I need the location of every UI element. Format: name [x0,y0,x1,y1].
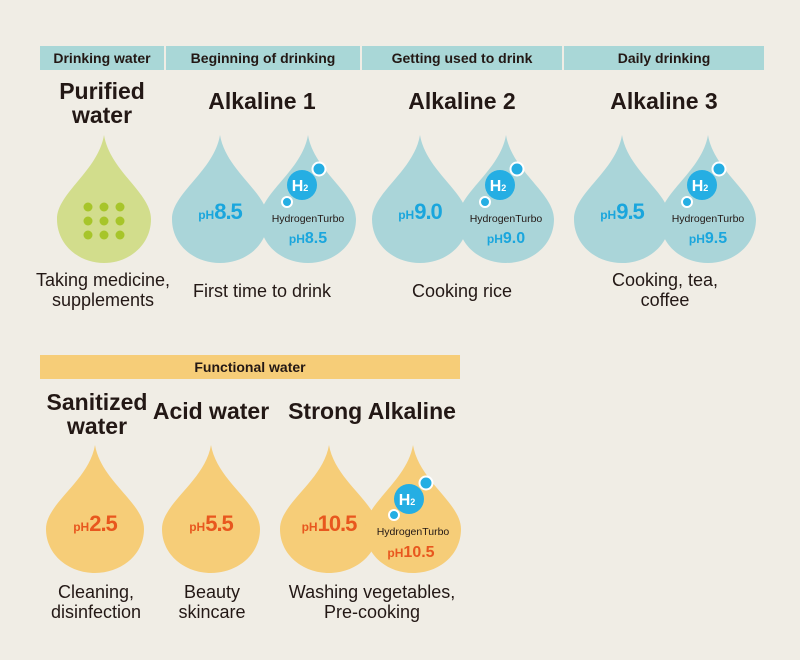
svg-text:pH9.0: pH9.0 [487,230,525,247]
drop-strong-alkaline: pH10.5 [280,445,378,575]
title-purified-water: Purified water [50,79,154,127]
ph-value-acid: 5.5 [205,511,233,536]
title-acid-water: Acid water [150,399,272,423]
desc-alkaline-1: First time to drink [172,281,352,301]
header-getting-used-to-drink: Getting used to drink [362,46,562,70]
header-functional-water: Functional water [40,355,460,379]
header-beginning-of-drinking: Beginning of drinking [166,46,360,70]
ph-value-alkaline-2-hydrogen: 9.0 [503,230,525,247]
ph-value-alkaline-3-hydrogen: 9.5 [705,230,727,247]
desc-alkaline-3: Cooking, tea, coffee [600,270,730,310]
desc-alkaline-2: Cooking rice [372,281,552,301]
ph-value-strong-alkaline: 10.5 [318,511,358,536]
header-daily-drinking: Daily drinking [564,46,764,70]
drop-purified-water [57,135,151,265]
hydrogen-turbo-label: HydrogenTurbo [470,213,543,225]
ph-value-sanitized: 2.5 [89,511,117,536]
title-alkaline-2: Alkaline 2 [372,89,552,113]
desc-acid-water: Beauty skincare [162,582,262,622]
ph-prefix: pH [198,208,214,222]
dots-pattern [84,203,125,240]
ph-value-alkaline-2: 9.0 [414,199,442,224]
desc-sanitized-water: Cleaning, disinfection [30,582,162,622]
hydrogen-turbo-label: HydrogenTurbo [377,526,450,538]
desc-strong-alkaline: Washing vegetables, Pre-cooking [270,582,474,622]
drop-sanitized-water: pH2.5 [46,445,144,575]
drop-alkaline-2: pH9.0 [372,135,468,265]
drop-alkaline-1-hydrogen: H2 HydrogenTurbo pH8.5 [260,135,356,265]
hydrogen-turbo-label: HydrogenTurbo [272,213,345,225]
title-strong-alkaline: Strong Alkaline [282,399,462,423]
ph-value-alkaline-3: 9.5 [616,199,644,224]
drop-alkaline-3: pH9.5 [574,135,670,265]
svg-text:pH8.5: pH8.5 [289,230,327,247]
desc-purified-water: Taking medicine, supplements [28,270,178,310]
title-sanitized-water: Sanitized water [40,390,154,438]
title-alkaline-1: Alkaline 1 [172,89,352,113]
ph-value-alkaline-1: 8.5 [214,199,242,224]
drop-alkaline-3-hydrogen: H2 HydrogenTurbo pH9.5 [660,135,756,265]
ph-value-strong-alkaline-hydrogen: 10.5 [403,544,434,561]
drop-alkaline-1: pH8.5 [172,135,268,265]
svg-text:pH9.5: pH9.5 [689,230,727,247]
header-drinking-water: Drinking water [40,46,164,70]
title-alkaline-3: Alkaline 3 [574,89,754,113]
drop-acid-water: pH5.5 [162,445,260,575]
drop-strong-alkaline-hydrogen: H2 HydrogenTurbo pH10.5 [365,445,461,575]
drop-alkaline-2-hydrogen: H2 HydrogenTurbo pH9.0 [458,135,554,265]
ph-value-alkaline-1-hydrogen: 8.5 [305,230,327,247]
hydrogen-turbo-label: HydrogenTurbo [672,213,745,225]
svg-text:pH10.5: pH10.5 [387,544,434,561]
